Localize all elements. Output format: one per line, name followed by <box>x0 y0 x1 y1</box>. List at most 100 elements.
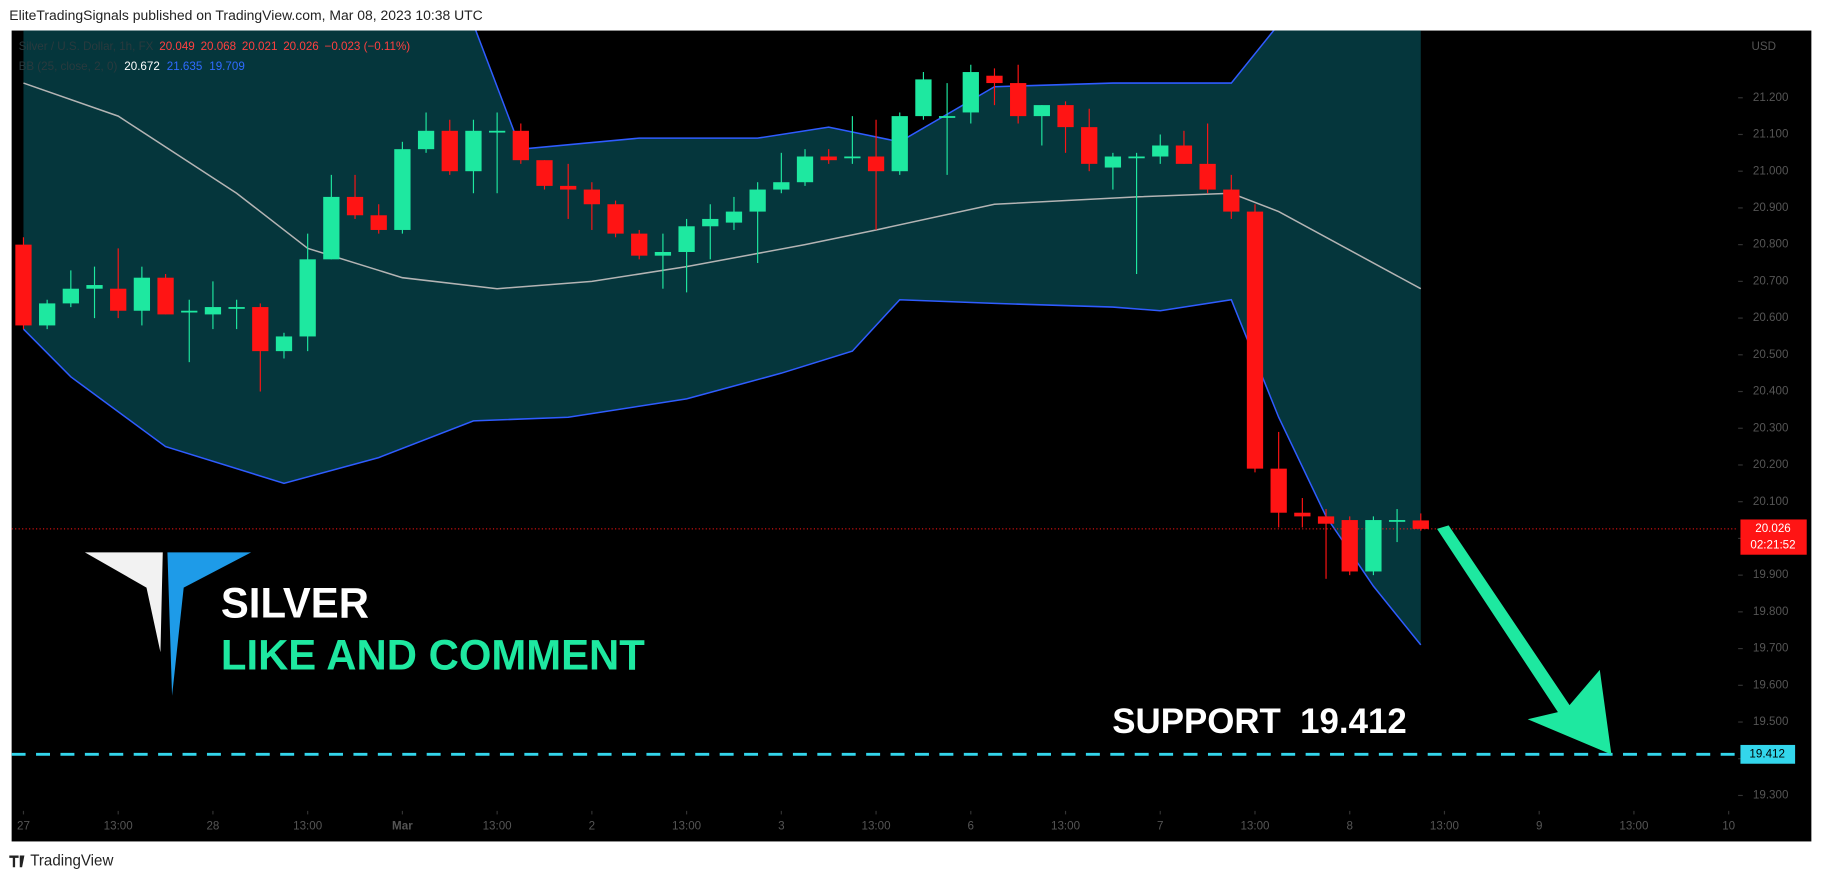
candle-body <box>749 189 766 212</box>
candle-body <box>560 185 577 190</box>
candle-body <box>1128 156 1145 159</box>
support-tag <box>1740 744 1796 764</box>
candle-body <box>631 233 648 256</box>
candle-body <box>1341 520 1358 572</box>
ohlc-value: 20.049 <box>159 40 195 53</box>
candle-body <box>204 307 222 315</box>
candle-body <box>1081 127 1098 164</box>
candle-body <box>323 196 340 260</box>
x-tick-label: Mar <box>392 819 413 832</box>
y-tick-label: 20.400 <box>1753 385 1789 398</box>
candle-body <box>1270 468 1287 513</box>
candle-body <box>157 277 174 315</box>
candle-body <box>820 156 837 161</box>
candle-body <box>181 310 198 313</box>
x-tick-label: 13:00 <box>293 819 323 832</box>
x-tick-label: 2 <box>589 819 595 832</box>
x-tick-label: 3 <box>778 819 784 832</box>
x-tick-label: 8 <box>1346 819 1352 832</box>
x-tick-label: 10 <box>1722 819 1735 832</box>
candle-body <box>1246 211 1264 469</box>
band-fill <box>23 30 1421 645</box>
y-tick-label: 20.800 <box>1753 238 1789 251</box>
x-tick-label: 13:00 <box>1051 819 1081 832</box>
candle-body <box>1317 516 1335 524</box>
candle-body <box>796 156 814 183</box>
logo-blue <box>167 552 252 696</box>
y-tick-label: 20.200 <box>1753 458 1789 471</box>
candle-body <box>110 288 127 311</box>
candle-body <box>252 307 269 352</box>
footer-logo <box>9 855 25 868</box>
candle-body <box>488 130 506 133</box>
indicator-name: BB (25, close, 2, 0) <box>19 60 118 73</box>
footer-text: TradingView <box>30 852 113 869</box>
candle-body <box>15 244 32 326</box>
indicator-value: 19.709 <box>209 60 245 73</box>
ohlc-value: 20.021 <box>242 40 278 53</box>
y-tick-label: 21.000 <box>1753 164 1789 177</box>
x-tick-label: 13:00 <box>1619 819 1649 832</box>
y-tick-label: 21.100 <box>1753 128 1789 141</box>
y-tick-label: 21.200 <box>1753 91 1789 104</box>
y-tick-label: 20.300 <box>1753 421 1789 434</box>
x-tick-label: 27 <box>17 819 30 832</box>
candle-body <box>915 79 932 117</box>
y-tick-label: 20.900 <box>1753 201 1789 214</box>
x-tick-label: 13:00 <box>1240 819 1270 832</box>
currency: USD <box>1751 40 1776 53</box>
candle-body <box>441 130 458 172</box>
x-tick-label: 13:00 <box>672 819 702 832</box>
candle-body <box>1294 512 1311 517</box>
y-tick-label: 20.700 <box>1753 274 1789 287</box>
indicator-value: 20.672 <box>124 60 160 73</box>
plot <box>11 30 1739 756</box>
candle-body <box>1057 105 1074 128</box>
candle-body <box>394 149 411 230</box>
last-price-tag <box>1740 519 1807 555</box>
logo-white <box>84 552 163 653</box>
candle-body <box>1010 83 1027 117</box>
y-tick-label: 20.100 <box>1753 495 1789 508</box>
y-tick-label: 20.500 <box>1753 348 1789 361</box>
candle-body <box>346 196 364 216</box>
candle-body <box>228 307 245 309</box>
y-tick-label: 19.600 <box>1753 678 1789 691</box>
countdown: 02:21:52 <box>1750 538 1795 551</box>
brand-text: SILVER <box>221 579 369 626</box>
candle-body <box>1104 156 1122 168</box>
candle-body <box>1152 145 1169 157</box>
candle-body <box>417 130 435 150</box>
candle-body <box>536 160 553 186</box>
candle-body <box>678 226 695 252</box>
candle-body <box>986 75 1003 84</box>
x-tick-label: 7 <box>1157 819 1163 832</box>
candle-body <box>702 218 719 227</box>
overlay: 19.30019.40019.50019.60019.70019.80019.9… <box>17 40 1807 832</box>
candle-body <box>62 288 79 304</box>
candle-body <box>938 116 956 118</box>
candle-body <box>1365 520 1382 572</box>
candle-body <box>867 156 885 172</box>
indicator-legend: BB (25, close, 2, 0) 20.672 21.635 19.709 <box>19 60 245 73</box>
candle-body <box>1388 520 1406 522</box>
symbol-legend: Silver / U.S. Dollar, 1h, FX 20.049 20.068… <box>19 40 411 53</box>
band-line <box>22 298 1422 646</box>
y-tick-label: 19.700 <box>1753 642 1789 655</box>
x-tick-label: 9 <box>1536 819 1542 832</box>
candle-body <box>299 259 316 337</box>
band-line <box>475 30 1275 150</box>
candle-body <box>607 204 624 234</box>
candle-body <box>1412 520 1429 529</box>
candle-body <box>370 215 387 230</box>
x-tick-label: 13:00 <box>104 819 134 832</box>
candle-body <box>1175 145 1193 164</box>
y-tick-label: 19.900 <box>1753 568 1789 581</box>
symbol: Silver / U.S. Dollar, 1h, FX <box>19 40 154 53</box>
byline: EliteTradingSignals published on Trading… <box>9 7 482 23</box>
ohlc-value: −0.023 (−0.11%) <box>325 40 411 53</box>
cta-text: LIKE AND COMMENT <box>221 631 645 678</box>
candle-body <box>583 189 601 205</box>
